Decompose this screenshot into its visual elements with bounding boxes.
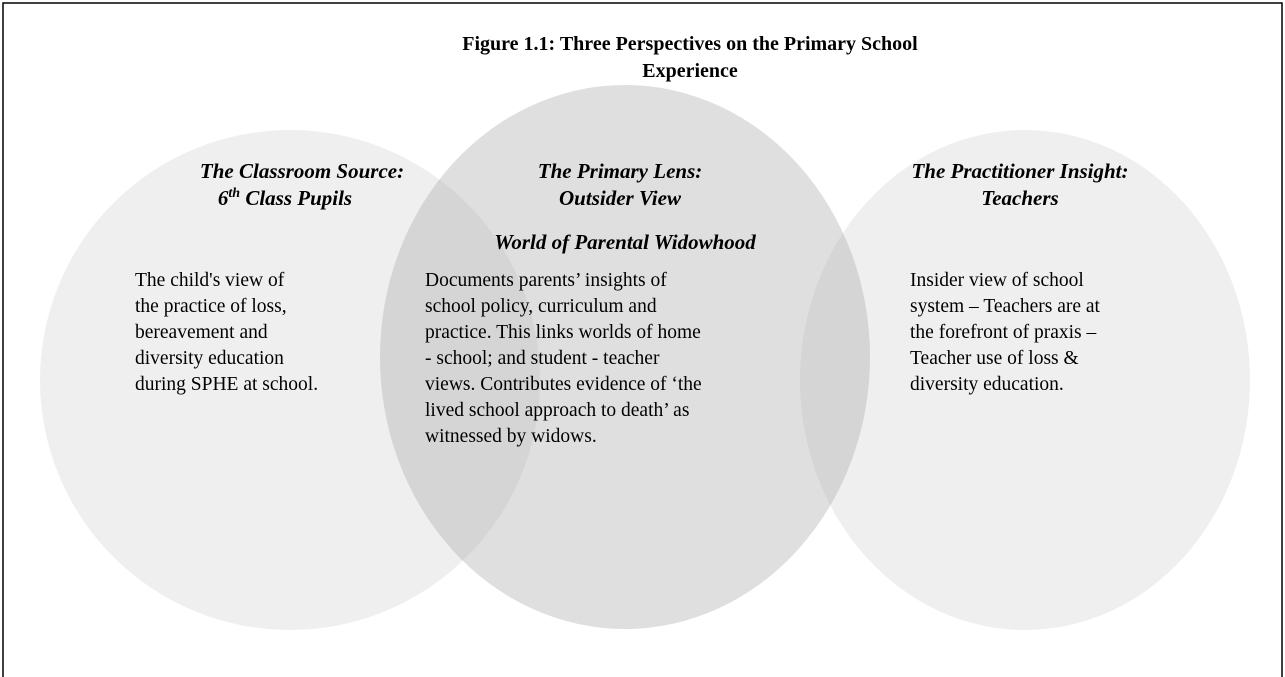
body-line: The child's view of bbox=[135, 270, 285, 291]
body-line: Documents parents’ insights of bbox=[425, 270, 667, 291]
heading: The Practitioner Insight: bbox=[911, 159, 1128, 183]
body-line: bereavement and bbox=[135, 322, 268, 343]
body-line: Insider view of school bbox=[910, 270, 1084, 291]
heading: Teachers bbox=[981, 186, 1058, 210]
right-circle bbox=[800, 130, 1250, 630]
body-line: witnessed by widows. bbox=[425, 426, 597, 447]
title-line: Figure 1.1: Three Perspectives on the Pr… bbox=[462, 33, 918, 55]
body-line: practice. This links worlds of home bbox=[425, 322, 701, 343]
title-line: Experience bbox=[642, 60, 738, 82]
body-line: diversity education bbox=[135, 348, 284, 369]
heading-part: 6 bbox=[218, 186, 229, 210]
heading: The Primary Lens: bbox=[538, 159, 702, 183]
body-line: diversity education. bbox=[910, 374, 1064, 395]
middle-circle bbox=[380, 85, 870, 629]
subheading: World of Parental Widowhood bbox=[494, 230, 756, 254]
body-line: system – Teachers are at bbox=[910, 296, 1101, 317]
superscript: th bbox=[228, 186, 240, 201]
heading: 6th Class Pupils bbox=[218, 186, 352, 210]
body-line: the forefront of praxis – bbox=[910, 322, 1097, 343]
body-line: lived school approach to death’ as bbox=[425, 400, 689, 421]
body-line: Teacher use of loss & bbox=[910, 348, 1079, 369]
body-line: school policy, curriculum and bbox=[425, 296, 657, 317]
body-line: - school; and student - teacher bbox=[425, 348, 660, 369]
left-circle bbox=[40, 130, 540, 630]
heading: Outsider View bbox=[559, 186, 682, 210]
body-line: views. Contributes evidence of ‘the bbox=[425, 374, 702, 395]
heading: The Classroom Source: bbox=[200, 159, 404, 183]
body-line: during SPHE at school. bbox=[135, 374, 318, 395]
heading-part: Class Pupils bbox=[240, 186, 352, 210]
body-line: the practice of loss, bbox=[135, 296, 287, 317]
